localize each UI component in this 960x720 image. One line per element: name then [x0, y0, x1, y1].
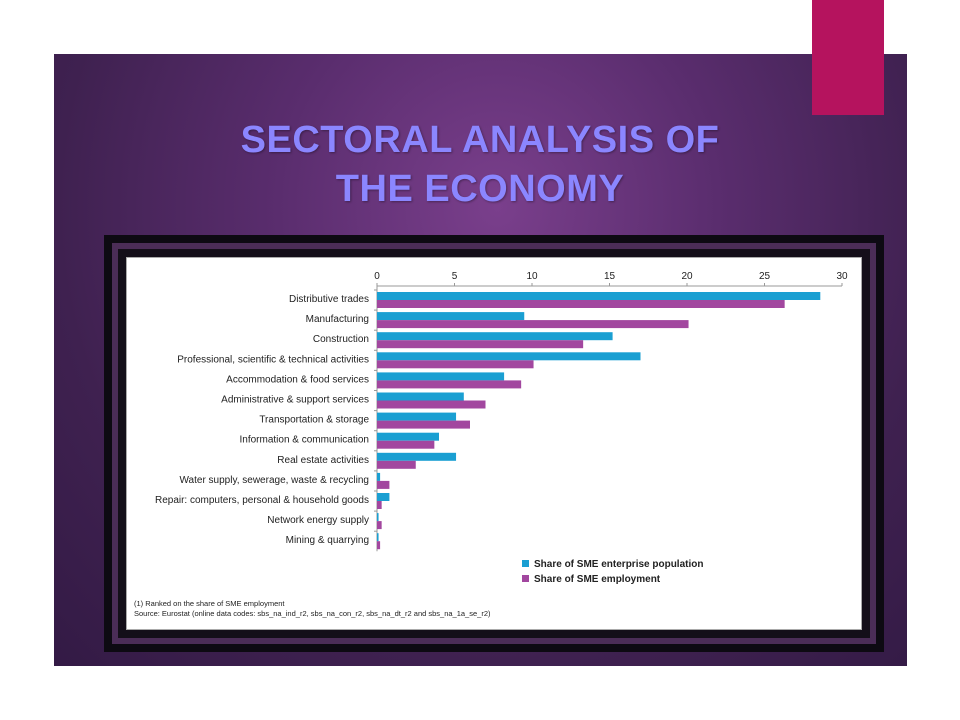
category-label: Network energy supply	[267, 515, 369, 526]
x-tick-label: 25	[759, 271, 771, 282]
bar-employment-share	[377, 501, 382, 509]
slide-title-line-2: THE ECONOMY	[335, 168, 625, 210]
bar-employment-share	[377, 320, 689, 329]
bar-employment-share	[377, 460, 416, 469]
category-label: Water supply, sewerage, waste & recyclin…	[179, 475, 369, 486]
accent-bar	[812, 0, 884, 115]
bar-employment-share	[377, 420, 470, 429]
legend-swatch	[522, 575, 529, 582]
bar-enterprise-share	[377, 513, 379, 522]
bar-enterprise-share	[377, 292, 821, 300]
category-label: Administrative & support services	[221, 395, 369, 406]
slide-title-line-1: SECTORAL ANALYSIS OF	[240, 119, 720, 161]
bar-enterprise-share	[377, 452, 457, 461]
slide-title: SECTORAL ANALYSIS OF THE ECONOMY	[0, 116, 960, 214]
bar-employment-share	[377, 480, 390, 489]
bar-employment-share	[377, 300, 785, 308]
x-tick-label: 5	[452, 271, 458, 282]
x-tick-label: 30	[836, 271, 848, 282]
source-note: Source: Eurostat (online data codes: sbs…	[134, 609, 491, 618]
legend-label: Share of SME employment	[534, 574, 661, 585]
legend-swatch	[522, 560, 529, 567]
category-label: Distributive trades	[289, 294, 369, 305]
category-label: Transportation & storage	[259, 415, 369, 426]
footnote: (1) Ranked on the share of SME employmen…	[134, 599, 285, 608]
bar-employment-share	[377, 340, 584, 349]
bar-employment-share	[377, 400, 486, 409]
category-label: Information & communication	[239, 435, 369, 446]
x-tick-label: 0	[374, 271, 380, 282]
legend-label: Share of SME enterprise population	[534, 559, 703, 570]
bar-employment-share	[377, 380, 522, 389]
bar-enterprise-share	[377, 412, 457, 421]
bar-enterprise-share	[377, 372, 505, 381]
bar-enterprise-share	[377, 533, 379, 542]
bar-enterprise-share	[377, 432, 439, 441]
category-label: Accommodation & food services	[226, 374, 369, 385]
x-tick-label: 15	[604, 271, 616, 282]
bar-enterprise-share	[377, 332, 613, 341]
chart-panel	[126, 257, 862, 630]
x-tick-label: 10	[526, 271, 538, 282]
bar-enterprise-share	[377, 472, 381, 481]
category-label: Repair: computers, personal & household …	[155, 495, 369, 506]
bar-enterprise-share	[377, 312, 525, 321]
category-label: Professional, scientific & technical act…	[177, 354, 369, 365]
bar-employment-share	[377, 360, 534, 369]
category-label: Construction	[313, 334, 369, 345]
x-tick-label: 20	[681, 271, 693, 282]
bar-enterprise-share	[377, 352, 641, 361]
bar-employment-share	[377, 440, 435, 449]
bar-employment-share	[377, 541, 381, 550]
category-label: Mining & quarrying	[286, 535, 369, 546]
category-label: Manufacturing	[306, 314, 369, 325]
bar-employment-share	[377, 521, 382, 530]
bar-enterprise-share	[377, 392, 464, 401]
category-label: Real estate activities	[277, 455, 369, 466]
bar-enterprise-share	[377, 493, 390, 501]
